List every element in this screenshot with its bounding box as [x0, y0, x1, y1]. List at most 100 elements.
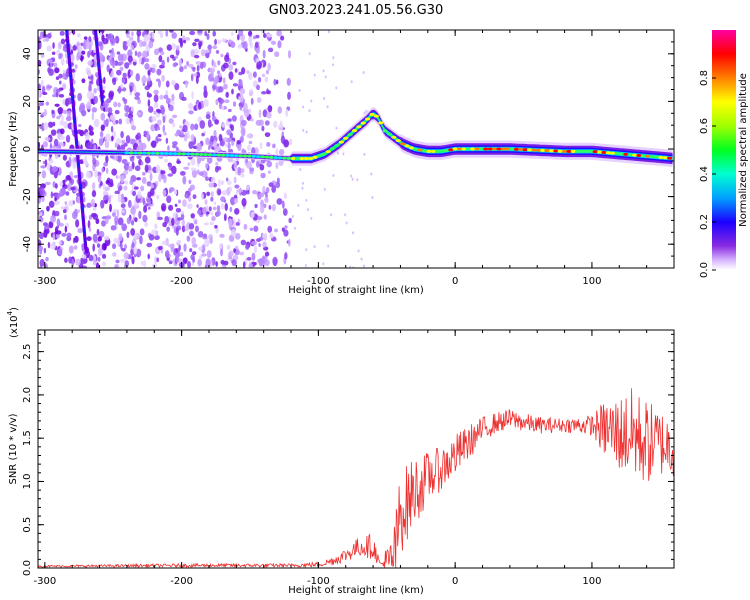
noise-speck: [90, 212, 97, 218]
noise-speck: [186, 235, 191, 242]
trace-hotspot: [461, 147, 467, 151]
noise-speck: [102, 261, 107, 267]
noise-speck: [204, 30, 208, 37]
noise-speck: [59, 52, 63, 59]
noise-speck: [215, 49, 220, 54]
trace-hotspot: [128, 151, 134, 155]
spectrogram-y-ticks: -40 -20 0 20 40: [22, 29, 674, 269]
noise-speck: [41, 170, 47, 179]
noise-speck: [249, 88, 254, 96]
noise-speck: [253, 225, 259, 232]
noise-speck: [228, 64, 234, 71]
noise-speck: [322, 69, 325, 73]
trace-hotspot: [198, 152, 204, 156]
noise-speck: [174, 132, 180, 137]
noise-speck: [241, 197, 247, 207]
noise-speck: [288, 217, 292, 224]
noise-speck: [138, 210, 142, 220]
noise-speck: [125, 39, 132, 47]
noise-speck: [148, 234, 155, 241]
noise-speck: [118, 185, 123, 191]
trace-hotspot: [150, 151, 156, 155]
trace-hotspot: [133, 151, 139, 155]
trace-hotspot: [649, 155, 655, 159]
noise-speck: [96, 228, 100, 236]
noise-speck: [147, 253, 150, 260]
noise-speck: [155, 136, 159, 144]
trace-hotspot: [163, 151, 169, 155]
noise-speck: [97, 247, 103, 256]
trace-hotspot: [189, 152, 196, 156]
noise-speck: [238, 30, 244, 37]
colorbar-tick-label: 0.0: [699, 262, 710, 278]
noise-speck: [285, 108, 289, 117]
noise-speck: [279, 120, 283, 129]
trace-hotspot: [483, 147, 489, 151]
noise-speck: [226, 180, 232, 186]
noise-speck: [135, 73, 141, 82]
noise-speck: [122, 40, 128, 45]
noise-speck: [88, 254, 94, 262]
noise-speck: [246, 133, 253, 139]
noise-speck: [293, 226, 296, 230]
noise-speck: [81, 109, 87, 117]
noise-speck: [166, 226, 171, 232]
noise-speck: [86, 90, 93, 100]
noise-speck: [221, 37, 227, 43]
noise-speck: [42, 91, 48, 96]
noise-speck: [127, 49, 133, 58]
noise-speck: [267, 90, 271, 95]
noise-speck: [101, 242, 107, 251]
noise-speck: [57, 41, 62, 50]
noise-speck: [55, 233, 60, 239]
noise-speck: [116, 51, 121, 55]
noise-speck: [272, 143, 276, 149]
trace-hotspot: [207, 153, 213, 157]
noise-speck: [165, 80, 170, 88]
noise-speck: [112, 38, 117, 43]
noise-speck: [269, 232, 274, 239]
noise-speck: [121, 139, 126, 145]
noise-speck: [212, 30, 216, 37]
noise-speck: [218, 133, 223, 142]
noise-speck: [181, 219, 185, 226]
noise-speck: [153, 255, 157, 265]
noise-speck: [255, 58, 260, 63]
noise-speck: [207, 44, 212, 51]
noise-speck: [243, 223, 248, 230]
noise-speck: [258, 109, 262, 118]
noise-speck: [196, 50, 200, 54]
noise-speck: [188, 102, 194, 110]
noise-speck: [183, 65, 188, 70]
trace-hotspot: [653, 155, 660, 159]
noise-speck: [202, 233, 208, 238]
y-tick-label: 0.5: [22, 517, 33, 533]
noise-speck: [93, 118, 100, 128]
noise-speck: [105, 218, 109, 225]
noise-speck: [103, 107, 106, 112]
noise-speck: [240, 135, 244, 143]
noise-speck: [156, 257, 159, 263]
noise-speck: [186, 203, 193, 210]
colorbar-ticks: 0.0 0.2 0.4 0.6 0.8: [699, 70, 716, 278]
noise-speck: [180, 210, 184, 215]
trace-hotspot: [176, 152, 183, 156]
noise-speck: [201, 253, 207, 257]
noise-speck: [252, 35, 257, 40]
noise-speck: [156, 211, 161, 218]
noise-speck: [163, 132, 167, 136]
noise-speck: [213, 139, 217, 149]
noise-speck: [195, 75, 199, 84]
noise-speck: [54, 210, 60, 217]
noise-speck: [121, 209, 125, 214]
noise-speck: [350, 174, 353, 178]
spectrogram-y-label: Frequency (Hz): [8, 111, 19, 187]
noise-speck: [185, 80, 188, 89]
noise-speck: [248, 140, 253, 145]
noise-speck: [124, 180, 129, 185]
noise-speck: [64, 257, 68, 263]
noise-speck: [81, 50, 86, 55]
noise-speck: [237, 166, 242, 176]
noise-speck: [297, 203, 300, 207]
noise-speck: [65, 116, 72, 122]
